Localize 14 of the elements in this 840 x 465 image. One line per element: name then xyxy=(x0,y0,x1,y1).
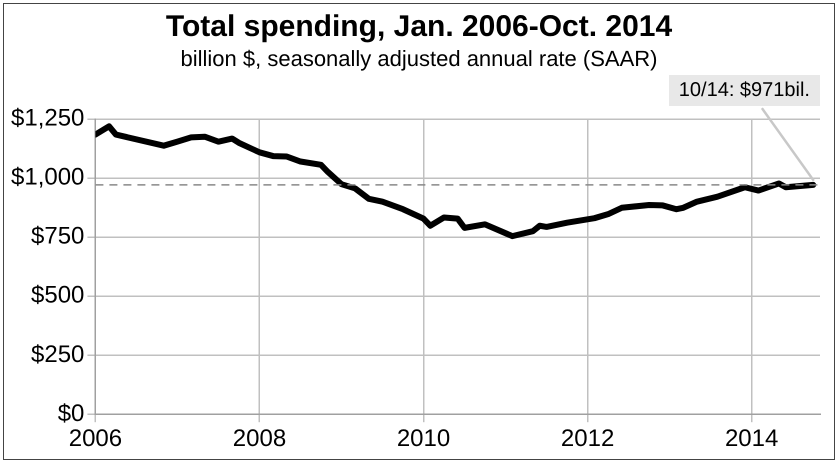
y-tick-label: $750 xyxy=(31,222,84,250)
annotation: 10/14: $971bil. xyxy=(668,75,820,106)
x-tick-label: 2010 xyxy=(396,425,450,452)
y-tick-label: $0 xyxy=(58,400,84,427)
y-tick-label: $500 xyxy=(31,282,84,309)
y-tick-label: $1,000 xyxy=(11,164,84,191)
y-tick-label: $1,250 xyxy=(11,104,84,132)
x-tick-label: 2006 xyxy=(68,425,122,452)
chart-subtitle: billion $, seasonally adjusted annual rate (SAAR) xyxy=(180,46,658,72)
y-tick-label: $250 xyxy=(31,340,84,368)
x-tick-label: 2012 xyxy=(560,425,614,452)
x-tick-label: 2008 xyxy=(232,425,286,452)
chart-title: Total spending, Jan. 2006-Oct. 2014 xyxy=(164,10,674,44)
x-tick-label: 2014 xyxy=(724,425,778,452)
